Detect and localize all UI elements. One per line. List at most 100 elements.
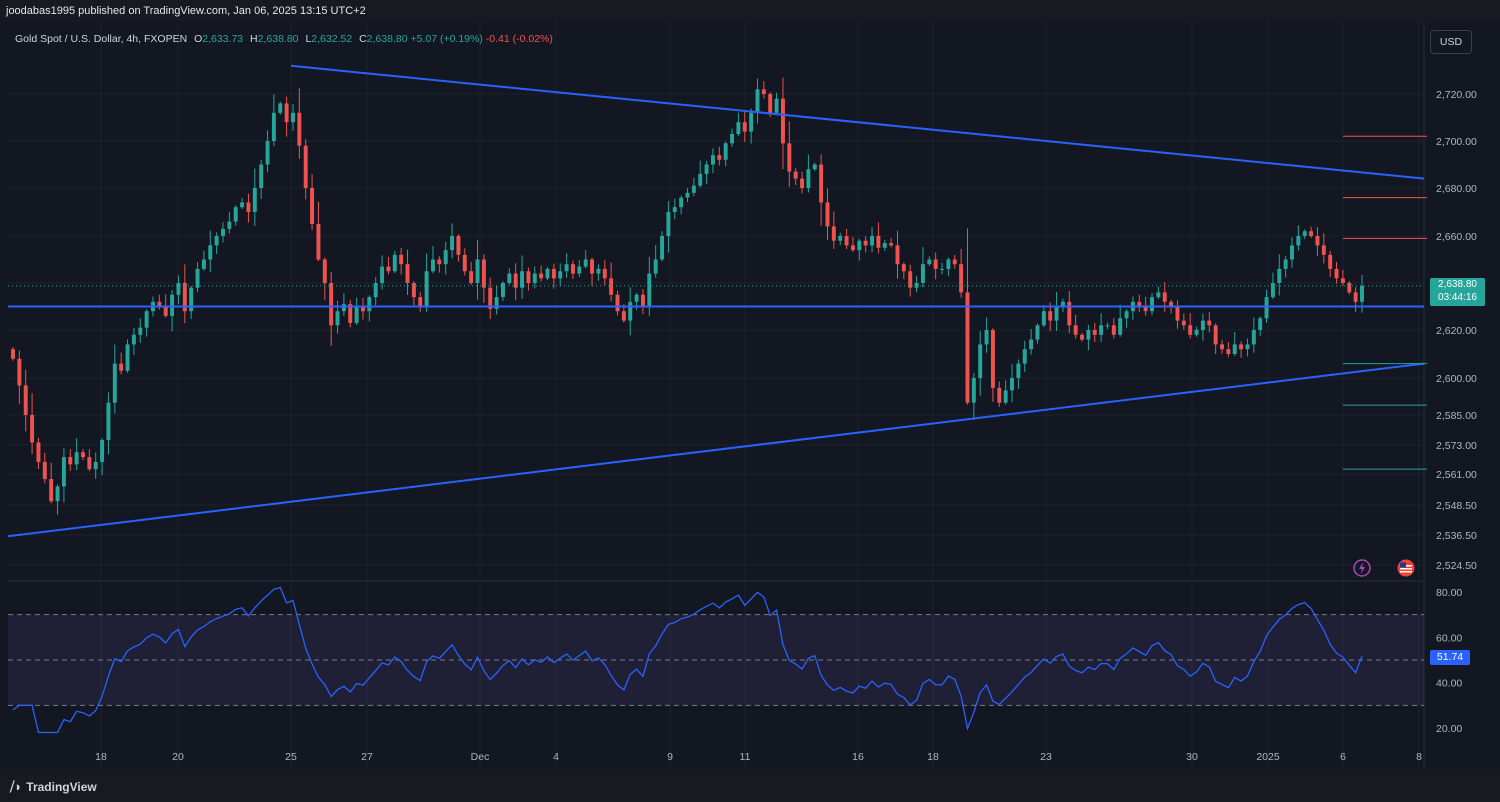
candle-body <box>1328 254 1333 269</box>
candle-body <box>793 171 798 179</box>
candle-body <box>1150 297 1154 312</box>
candle-body <box>227 221 232 229</box>
candle <box>1347 281 1352 295</box>
candle-body <box>1283 259 1288 269</box>
candle <box>354 297 359 325</box>
price-tick-label: 2,600.00 <box>1436 373 1477 385</box>
candle-body <box>278 103 283 113</box>
candle-body <box>93 461 98 470</box>
candle-body <box>819 164 824 203</box>
candle-body <box>1111 325 1116 335</box>
candle <box>329 271 334 346</box>
candle <box>602 260 607 286</box>
candle <box>749 108 754 144</box>
candle <box>1315 227 1320 256</box>
price-tick-label: 2,585.00 <box>1436 410 1477 422</box>
candle <box>920 247 925 288</box>
candle-body <box>768 94 773 113</box>
candle-body <box>640 294 645 307</box>
candle-body <box>755 89 760 113</box>
price-tick-label: 2,536.50 <box>1436 530 1477 542</box>
candle <box>1258 316 1263 336</box>
candles <box>11 77 1364 515</box>
rsi-value-tag: 51.74 <box>1430 650 1470 665</box>
candle-body <box>30 415 35 443</box>
candle-body <box>526 271 531 283</box>
candle <box>946 257 951 276</box>
candle <box>704 160 709 185</box>
price-tick-label: 2,700.00 <box>1436 136 1477 148</box>
candle <box>787 121 792 187</box>
candle <box>214 232 219 255</box>
candle <box>176 275 181 305</box>
candle-body <box>882 243 887 248</box>
time-tick-label: 6 <box>1340 751 1346 763</box>
rsi-tick-label: 20.00 <box>1436 723 1462 735</box>
candle-body <box>780 98 785 144</box>
candle <box>730 128 735 147</box>
candle-body <box>424 271 429 307</box>
candle-body <box>1360 285 1364 302</box>
candle <box>348 299 353 328</box>
candle <box>1086 324 1091 351</box>
candle <box>660 231 665 262</box>
candle-body <box>1213 325 1218 345</box>
candle-body <box>1296 236 1301 246</box>
candle <box>1232 332 1237 356</box>
candle-body <box>698 173 703 186</box>
low-label: L <box>305 33 312 45</box>
candle-body <box>1290 245 1294 260</box>
candle <box>1029 329 1034 355</box>
lightning-icon[interactable] <box>1353 559 1371 577</box>
candle <box>297 88 302 159</box>
us-flag-icon[interactable] <box>1397 559 1415 577</box>
candle-body <box>74 452 79 465</box>
candle <box>411 281 416 306</box>
candle <box>1092 322 1097 342</box>
candle-body <box>1118 318 1123 335</box>
candle <box>520 255 525 299</box>
candle <box>1328 250 1333 278</box>
candle-body <box>749 112 754 132</box>
candle-body <box>252 188 257 212</box>
candle-body <box>570 264 575 274</box>
candle-body <box>1226 349 1231 354</box>
candle-body <box>653 259 658 274</box>
candle <box>182 264 187 324</box>
ohlc-legend: Gold Spot / U.S. Dollar, 4h, FXOPEN O2,6… <box>15 33 553 45</box>
candle <box>23 369 28 432</box>
candle <box>227 212 232 234</box>
candle-body <box>704 164 709 174</box>
candle <box>1251 317 1256 353</box>
candle <box>1213 323 1218 355</box>
candle <box>1277 254 1282 296</box>
price-pane <box>8 22 1424 580</box>
bar-countdown: 03:44:16 <box>1438 292 1477 303</box>
tradingview-logo[interactable]: ⧸◗ TradingView <box>10 779 97 795</box>
price-chart[interactable]: 2,524.50 2,536.50 2,548.50 2,561.00 2,573.00… <box>0 0 1500 769</box>
candle-body <box>863 240 868 246</box>
candle <box>49 462 54 504</box>
symbol-label[interactable]: Gold Spot / U.S. Dollar, 4h, FXOPEN <box>15 33 188 45</box>
candle <box>513 263 518 301</box>
candle <box>545 267 550 281</box>
candle-body <box>920 264 925 283</box>
candle-body <box>392 254 397 272</box>
candle <box>889 237 894 248</box>
candle <box>310 174 315 230</box>
candle-body <box>405 264 410 283</box>
candle-body <box>55 486 60 502</box>
candle-body <box>233 207 238 222</box>
candle <box>1041 305 1046 328</box>
candle <box>399 247 404 275</box>
candle <box>825 188 830 241</box>
candle-body <box>456 236 461 255</box>
time-tick-label: 18 <box>927 751 939 763</box>
support-trendline <box>7 362 1425 538</box>
candle <box>742 110 747 142</box>
candle-body <box>971 378 976 403</box>
candle <box>87 449 92 472</box>
candle <box>710 148 715 174</box>
candle-body <box>558 271 563 279</box>
currency-button[interactable]: USD <box>1430 30 1472 54</box>
